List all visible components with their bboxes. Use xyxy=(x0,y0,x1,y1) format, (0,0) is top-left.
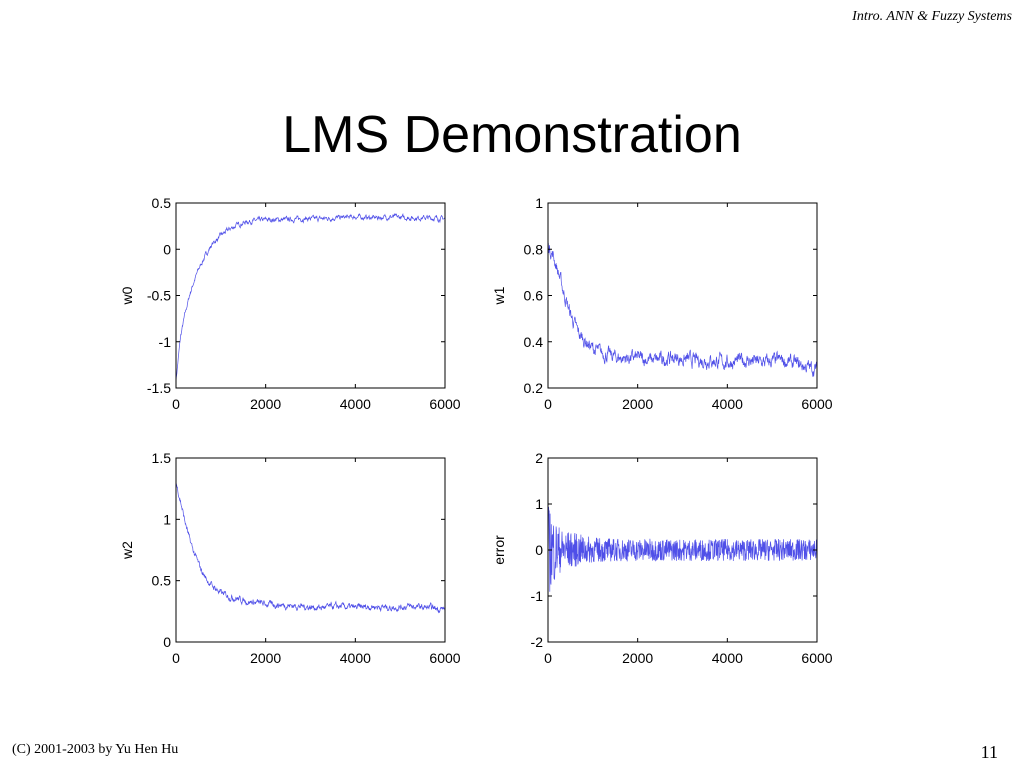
w1-plot: 0 2000 4000 6000 1 0.8 0.6 0.4 0.2 w1 xyxy=(491,195,833,412)
x-tick-label: 4000 xyxy=(712,396,743,412)
x-tick-label: 6000 xyxy=(429,396,460,412)
y-axis-label: error xyxy=(491,535,507,565)
y-tick-label: 1 xyxy=(535,195,543,211)
y-tick-label: 0.4 xyxy=(524,334,544,350)
y-tick-label: -0.5 xyxy=(147,288,171,304)
x-tick-label: 0 xyxy=(172,396,180,412)
w0-plot: 0 2000 4000 6000 0.5 0 -0.5 -1 -1.5 w0 xyxy=(119,195,461,412)
y-tick-label: 0 xyxy=(163,634,171,650)
series-line xyxy=(175,212,446,383)
y-tick-label: 0.5 xyxy=(152,573,172,589)
axes-box xyxy=(175,202,446,389)
y-tick-label: -1 xyxy=(159,334,172,350)
x-tick-label: 4000 xyxy=(712,650,743,666)
x-tick-label: 4000 xyxy=(340,650,371,666)
y-axis-label: w0 xyxy=(119,286,135,305)
page-number: 11 xyxy=(980,742,998,762)
y-tick-label: 0.8 xyxy=(524,241,544,257)
x-tick-label: 6000 xyxy=(801,396,832,412)
y-tick-label: -2 xyxy=(531,634,544,650)
y-tick-label: 0 xyxy=(535,542,543,558)
x-tick-label: 0 xyxy=(544,396,552,412)
series-line xyxy=(547,242,818,377)
x-tick-label: 0 xyxy=(172,650,180,666)
axes-box xyxy=(175,457,446,643)
y-tick-label: 2 xyxy=(535,450,543,466)
axes-box xyxy=(547,202,818,389)
x-tick-label: 4000 xyxy=(340,396,371,412)
y-tick-label: 0.2 xyxy=(524,380,544,396)
series-line xyxy=(547,506,818,592)
x-tick-label: 6000 xyxy=(801,650,832,666)
x-tick-label: 2000 xyxy=(250,396,281,412)
error-plot: 0 2000 4000 6000 2 1 0 -1 -2 error xyxy=(491,450,833,666)
slide-title: LMS Demonstration xyxy=(282,106,742,164)
footer-copyright: (C) 2001-2003 by Yu Hen Hu xyxy=(12,742,179,757)
course-header: Intro. ANN & Fuzzy Systems xyxy=(852,9,1012,24)
x-tick-label: 0 xyxy=(544,650,552,666)
x-tick-label: 2000 xyxy=(622,396,653,412)
w2-plot: 0 2000 4000 6000 1.5 1 0.5 0 w2 xyxy=(119,450,461,666)
y-tick-label: 0.5 xyxy=(152,195,172,211)
y-axis-label: w1 xyxy=(491,286,507,305)
x-tick-label: 2000 xyxy=(622,650,653,666)
y-tick-label: -1 xyxy=(531,588,544,604)
series-line xyxy=(175,482,446,614)
y-tick-label: 0 xyxy=(163,241,171,257)
y-axis-label: w2 xyxy=(119,541,135,560)
x-tick-label: 2000 xyxy=(250,650,281,666)
x-tick-label: 6000 xyxy=(429,650,460,666)
y-tick-label: 1 xyxy=(535,496,543,512)
y-tick-label: 1.5 xyxy=(152,450,172,466)
y-tick-label: 1 xyxy=(163,511,171,527)
y-tick-label: -1.5 xyxy=(147,380,171,396)
y-tick-label: 0.6 xyxy=(524,288,544,304)
